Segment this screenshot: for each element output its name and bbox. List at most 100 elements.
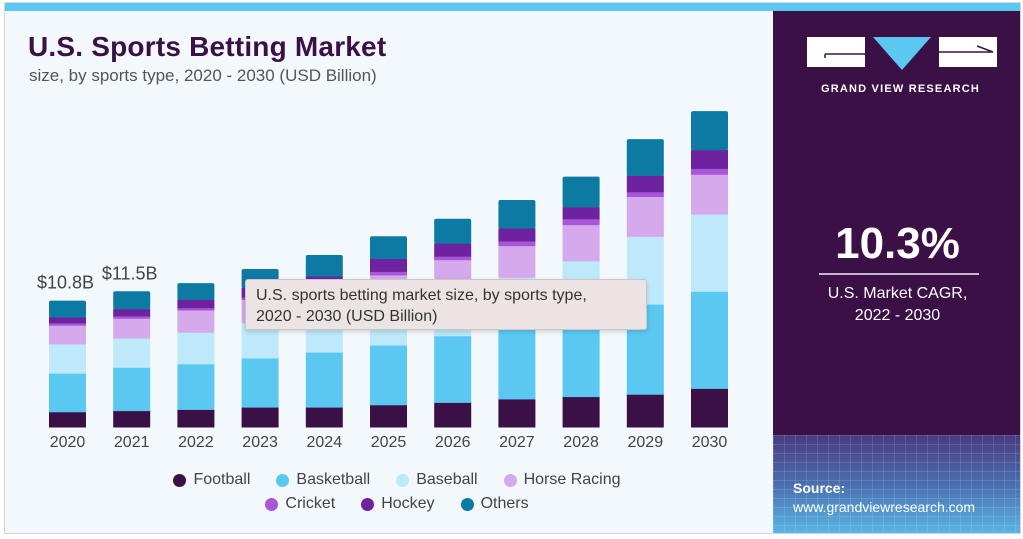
bar-segment-others-2024[interactable]: [305, 255, 343, 277]
bar-segment-hockey-2028[interactable]: [562, 207, 600, 220]
bar-segment-cricket-2025[interactable]: [370, 271, 407, 276]
x-tick-label: 2024: [307, 434, 343, 451]
bar-stack-2020[interactable]: [49, 300, 86, 428]
bar-segment-horse-racing-2027[interactable]: [498, 245, 536, 278]
bar-stack-2021[interactable]: [113, 291, 151, 428]
bar-segment-basketball-2022[interactable]: [177, 363, 215, 410]
bar-segment-hockey-2026[interactable]: [434, 243, 472, 257]
bar-segment-football-2030[interactable]: [691, 388, 728, 428]
bar-segment-horse-racing-2030[interactable]: [691, 174, 728, 215]
bar-segment-football-2021[interactable]: [113, 410, 151, 428]
legend-item-basketball[interactable]: Basketball: [276, 471, 370, 489]
bar-segment-hockey-2030[interactable]: [691, 149, 728, 169]
legend-item-cricket[interactable]: Cricket: [265, 495, 335, 513]
legend-swatch-icon: [361, 497, 375, 511]
legend-item-hockey[interactable]: Hockey: [361, 495, 435, 513]
bar-segment-football-2023[interactable]: [241, 407, 279, 428]
bar-segment-basketball-2027[interactable]: [498, 327, 536, 400]
bar-segment-baseball-2030[interactable]: [691, 214, 728, 292]
legend-swatch-icon: [503, 473, 517, 487]
bar-segment-basketball-2023[interactable]: [241, 357, 279, 408]
tooltip-line1: U.S. sports betting market size, by spor…: [256, 287, 587, 304]
cagr-label-line1: U.S. Market CAGR,: [827, 285, 968, 302]
legend-label: Basketball: [296, 471, 371, 488]
bar-segment-others-2025[interactable]: [370, 236, 407, 260]
bar-segment-football-2024[interactable]: [305, 407, 343, 428]
legend-item-football[interactable]: Football: [173, 471, 250, 489]
legend-item-others[interactable]: Others: [460, 495, 529, 513]
bar-segment-basketball-2020[interactable]: [49, 373, 86, 413]
bar-stack-2025[interactable]: [370, 236, 407, 428]
tooltip-line2: 2020 - 2030 (USD Billion): [256, 308, 438, 325]
bar-segment-baseball-2022[interactable]: [177, 332, 215, 365]
bar-segment-hockey-2027[interactable]: [498, 228, 536, 242]
legend-label: Horse Racing: [523, 471, 621, 488]
x-tick-label: 2028: [563, 434, 599, 451]
bar-segment-hockey-2020[interactable]: [49, 317, 86, 324]
x-tick-label: 2027: [499, 434, 535, 451]
bar-segment-football-2028[interactable]: [562, 396, 600, 428]
bar-segment-basketball-2030[interactable]: [691, 291, 728, 389]
bar-segment-cricket-2020[interactable]: [49, 322, 86, 326]
bar-segment-horse-racing-2021[interactable]: [113, 318, 151, 339]
legend-label: Baseball: [416, 471, 478, 488]
bar-segment-football-2027[interactable]: [498, 398, 536, 428]
bar-segment-baseball-2021[interactable]: [113, 338, 151, 368]
legend-label: Cricket: [285, 495, 336, 512]
bar-segment-basketball-2026[interactable]: [434, 335, 472, 403]
bar-segment-football-2022[interactable]: [177, 409, 215, 428]
bar-segment-others-2030[interactable]: [691, 111, 728, 151]
bar-segment-basketball-2028[interactable]: [562, 317, 600, 398]
accent-top-bar: [5, 3, 1020, 11]
chart-subtitle: size, by sports type, 2020 - 2030 (USD B…: [29, 66, 377, 85]
bar-segment-football-2025[interactable]: [370, 404, 407, 428]
x-tick-label: 2025: [371, 434, 407, 451]
bar-segment-horse-racing-2022[interactable]: [177, 310, 215, 333]
chart-title: U.S. Sports Betting Market: [28, 31, 387, 62]
bar-segment-others-2028[interactable]: [562, 176, 600, 208]
brand-name: GRAND VIEW RESEARCH: [820, 83, 981, 95]
bar-segment-football-2020[interactable]: [49, 411, 86, 428]
bar-segment-basketball-2024[interactable]: [305, 352, 343, 408]
bar-stack-2030[interactable]: [691, 111, 728, 428]
bar-segment-others-2027[interactable]: [498, 200, 536, 229]
bar-segment-basketball-2025[interactable]: [370, 345, 407, 406]
x-tick-label: 2021: [114, 434, 150, 451]
x-tick-label: 2022: [178, 434, 214, 451]
x-tick-label: 2029: [628, 434, 664, 451]
cagr-label: U.S. Market CAGR, 2022 - 2030: [773, 283, 1020, 327]
bar-segment-football-2029[interactable]: [626, 394, 664, 428]
bar-segment-hockey-2029[interactable]: [626, 175, 664, 193]
bar-segment-horse-racing-2028[interactable]: [562, 224, 600, 262]
source-url[interactable]: www.grandviewresearch.com: [793, 499, 976, 515]
legend-item-baseball[interactable]: Baseball: [396, 471, 478, 489]
bar-segment-others-2029[interactable]: [626, 139, 664, 176]
bar-segment-others-2026[interactable]: [434, 218, 472, 244]
bar-segment-baseball-2020[interactable]: [49, 343, 86, 374]
bar-segment-hockey-2021[interactable]: [113, 308, 151, 317]
bar-segment-basketball-2021[interactable]: [113, 367, 151, 412]
bar-segment-others-2022[interactable]: [177, 283, 215, 300]
bar-stack-2022[interactable]: [177, 283, 215, 428]
bar-segment-others-2021[interactable]: [113, 291, 151, 310]
bar-segment-cricket-2030[interactable]: [691, 168, 728, 175]
bar-segment-horse-racing-2029[interactable]: [626, 196, 664, 237]
bar-segment-cricket-2028[interactable]: [562, 218, 600, 226]
tooltip: U.S. sports betting market size, by spor…: [245, 279, 647, 330]
bar-stack-2029[interactable]: [626, 139, 664, 428]
bar-segment-cricket-2029[interactable]: [626, 191, 664, 198]
legend-label: Others: [480, 495, 529, 512]
bar-segment-others-2020[interactable]: [49, 300, 86, 318]
legend-item-horse-racing[interactable]: Horse Racing: [503, 471, 621, 489]
bar-segment-cricket-2022[interactable]: [177, 307, 215, 311]
bar-segment-cricket-2027[interactable]: [498, 240, 536, 247]
source-label: Source:: [793, 480, 846, 496]
bar-segment-hockey-2022[interactable]: [177, 299, 215, 309]
cagr-label-line2: 2022 - 2030: [854, 307, 941, 324]
bar-segment-horse-racing-2020[interactable]: [49, 325, 86, 345]
legend-row: Football Basketball Baseball Horse Racing: [25, 468, 769, 492]
bar-segment-hockey-2025[interactable]: [370, 258, 407, 272]
bar-segment-football-2026[interactable]: [434, 402, 472, 428]
bar-segment-cricket-2026[interactable]: [434, 256, 472, 261]
bar-segment-cricket-2021[interactable]: [113, 315, 151, 319]
